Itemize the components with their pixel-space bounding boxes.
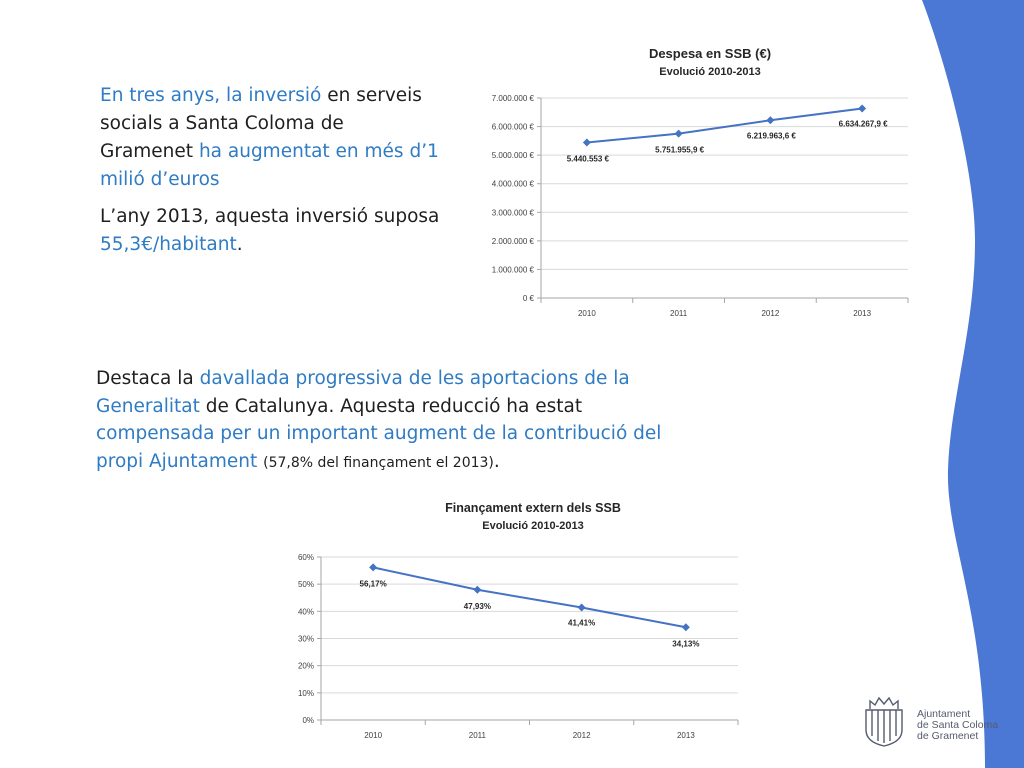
data-point-marker	[681, 623, 690, 632]
y-tick-label: 60%	[298, 553, 314, 562]
y-tick-label: 4.000.000 €	[492, 180, 535, 189]
chart-subtitle: Evolució 2010-2013	[482, 520, 584, 532]
data-label: 41,41%	[568, 619, 595, 628]
data-point-marker	[858, 104, 867, 113]
x-tick-label: 2011	[469, 731, 487, 740]
data-label: 5.751.955,9 €	[655, 146, 704, 155]
y-tick-label: 0 €	[523, 294, 535, 303]
data-point-marker	[766, 116, 775, 125]
data-point-marker	[369, 563, 378, 572]
chart-title: Despesa en SSB (€)	[649, 46, 771, 61]
x-tick-label: 2013	[853, 309, 871, 318]
y-tick-label: 30%	[298, 635, 314, 644]
x-tick-label: 2013	[677, 731, 695, 740]
x-tick-label: 2012	[761, 309, 779, 318]
y-tick-label: 40%	[298, 607, 314, 616]
data-label: 34,13%	[672, 639, 699, 648]
generalitat-funding-text: Destaca la davallada progressiva de les …	[96, 365, 676, 477]
y-tick-label: 10%	[298, 689, 314, 698]
y-tick-label: 6.000.000 €	[492, 123, 535, 132]
p2-segment: .	[236, 234, 243, 255]
data-label: 56,17%	[360, 579, 387, 588]
series-line	[586, 107, 863, 144]
per-inhabitant-text: L’any 2013, aquesta inversió suposa 55,3…	[100, 203, 440, 259]
p3-segment: de Catalunya. Aquesta reducció ha estat	[199, 395, 583, 417]
data-label: 5.440.553 €	[567, 155, 610, 164]
p3-segment: davallada progressiva de les aportacions…	[96, 368, 630, 417]
y-tick-label: 1.000.000 €	[492, 265, 535, 274]
p1-segment: ha augmentat en més d’1 milió d’euros	[100, 141, 439, 190]
p2-segment: L’any 2013, aquesta inversió suposa	[100, 206, 440, 227]
p1-segment: inversió	[248, 85, 322, 106]
data-label: 47,93%	[464, 602, 491, 611]
p3-segment: (57,8% del finançament el 2013)	[263, 454, 494, 471]
data-point-marker	[473, 585, 482, 594]
p1-segment: En tres anys, la	[100, 85, 249, 106]
p1-segment: en serveis socials a Santa Coloma de Gra…	[100, 85, 422, 162]
y-tick-label: 3.000.000 €	[492, 208, 535, 217]
coat-of-arms-icon	[865, 696, 903, 747]
x-tick-label: 2010	[364, 731, 382, 740]
chart-subtitle: Evolució 2010-2013	[659, 66, 761, 78]
series-line	[372, 566, 687, 629]
x-tick-label: 2010	[578, 309, 596, 318]
y-tick-label: 7.000.000 €	[492, 94, 535, 103]
p3-segment: compensada per un important augment de l…	[96, 423, 662, 472]
logo-text: Ajuntament de Santa Coloma de Gramenet	[917, 708, 999, 742]
data-label: 6.219.963,6 €	[747, 131, 796, 140]
p2-segment: 55,3€/habitant	[100, 234, 237, 255]
chart-title: Finançament extern dels SSB	[445, 501, 621, 515]
x-tick-label: 2012	[573, 731, 591, 740]
p3-segment: .	[493, 450, 500, 472]
data-point-marker	[582, 138, 591, 147]
data-label: 6.634.267,9 €	[839, 119, 888, 128]
p3-segment: Destaca la	[96, 368, 200, 389]
data-point-marker	[577, 603, 586, 612]
y-tick-label: 50%	[298, 580, 314, 589]
y-tick-label: 20%	[298, 662, 314, 671]
y-tick-label: 5.000.000 €	[492, 151, 535, 160]
y-tick-label: 0%	[302, 716, 314, 725]
data-point-marker	[674, 129, 683, 138]
investment-growth-text: En tres anys, la inversió en serveis soc…	[100, 82, 440, 194]
y-tick-label: 2.000.000 €	[492, 237, 535, 246]
x-tick-label: 2011	[670, 309, 688, 318]
